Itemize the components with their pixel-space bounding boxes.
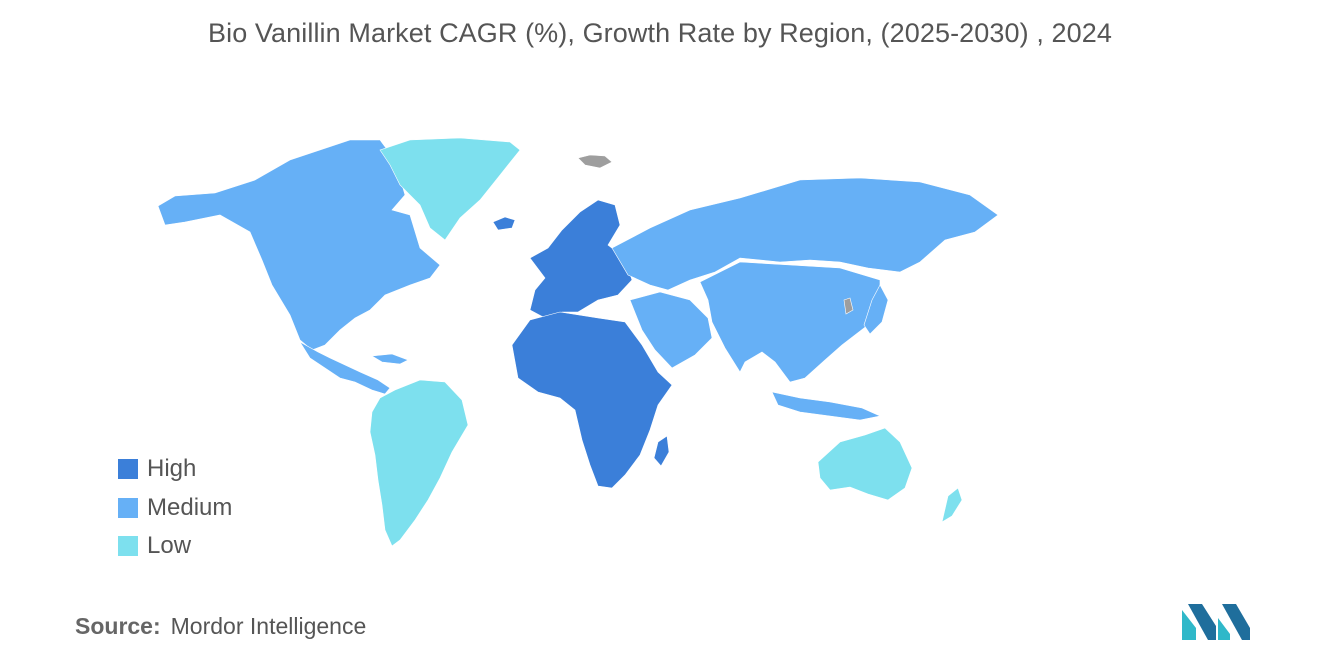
region-australia [817, 427, 913, 501]
legend-item-medium: Medium [118, 489, 232, 528]
region-japan [863, 284, 889, 335]
legend-label-low: Low [147, 532, 192, 560]
region-africa [511, 311, 673, 489]
source-value: Mordor Intelligence [170, 613, 367, 639]
region-middle-east [629, 291, 713, 369]
legend-label-high: High [147, 455, 197, 483]
legend-item-high: High [118, 450, 232, 489]
legend-item-low: Low [118, 527, 232, 566]
region-europe [529, 199, 633, 319]
legend-swatch-high [118, 459, 138, 480]
region-svalbard [577, 154, 613, 169]
region-iceland [492, 216, 516, 231]
region-madagascar [653, 435, 670, 467]
region-caribbean [371, 353, 409, 365]
region-greenland [379, 137, 521, 241]
region-north-america [157, 139, 441, 351]
source-label: Source: [75, 613, 161, 639]
legend-swatch-medium [118, 497, 138, 518]
source-line: Source: Mordor Intelligence [75, 613, 366, 640]
region-central-america [299, 341, 391, 395]
region-new-zealand [941, 487, 963, 523]
legend: High Medium Low [118, 450, 232, 566]
legend-label-medium: Medium [147, 493, 233, 521]
mordor-intelligence-logo-icon [1182, 604, 1250, 640]
region-southeast-asia [771, 391, 881, 421]
region-south-america [369, 379, 469, 547]
legend-swatch-low [118, 536, 138, 557]
region-russia [611, 177, 999, 291]
region-korea [843, 297, 854, 315]
chart-title: Bio Vanillin Market CAGR (%), Growth Rat… [207, 18, 1112, 48]
region-asia [699, 261, 881, 383]
